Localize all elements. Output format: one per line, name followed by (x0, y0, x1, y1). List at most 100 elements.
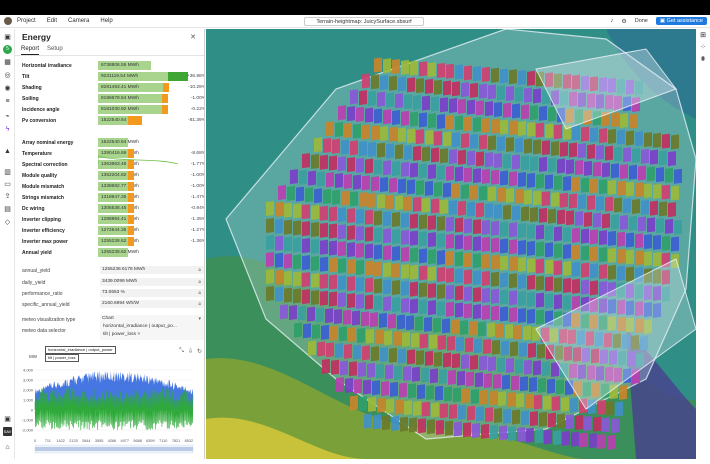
pv-table (416, 180, 424, 196)
pv-table (595, 331, 603, 347)
done-button[interactable]: Done (634, 18, 648, 24)
chart-canvas[interactable]: MW 4,000 3,000 2,000 1,000 0 -1,000 -2,000 0 711 1… (15, 345, 205, 459)
pv-table (509, 290, 517, 306)
pv-table (590, 314, 598, 330)
grid-icon[interactable]: ▦ (4, 59, 11, 66)
export-icon[interactable]: ⇪ (4, 193, 11, 200)
pv-table (484, 373, 492, 389)
bell-icon[interactable]: ♪ (610, 18, 614, 24)
pv-table (311, 238, 319, 254)
layers-icon[interactable]: ≡ (5, 98, 10, 105)
pv-table (374, 278, 382, 294)
reset-icon[interactable]: ↻ (196, 349, 202, 355)
get-assistance-button[interactable]: ▣ Get assistance (655, 17, 707, 25)
tool-rail: ▣ 5 ▦ ◎ ◉ ≡ ⌁ ϟ ▲ ▥ ▭ ⇪ ▤ ◇ ▣ SAV ⌂ (0, 29, 15, 459)
menu-camera[interactable]: Camera (68, 18, 90, 24)
3d-viewport[interactable] (206, 29, 696, 459)
energy-row-label: Horizontal irradiance (22, 63, 72, 69)
pv-table (572, 295, 580, 311)
pv-table (545, 242, 553, 258)
document-icon[interactable]: ▤ (4, 206, 11, 213)
pv-table (431, 198, 439, 214)
energy-bar (98, 204, 128, 213)
pv-table (452, 81, 460, 97)
pv-table (653, 132, 661, 148)
document-title[interactable]: Terrain-heightmap: JuicySurface.sbsurf (304, 17, 424, 26)
meteo-chart: MW 4,000 3,000 2,000 1,000 0 -1,000 -2,000 0 711 1… (15, 345, 205, 459)
pv-table (644, 319, 652, 335)
pv-table (311, 204, 319, 220)
folder-icon[interactable]: ▭ (4, 181, 11, 188)
energy-row-label: Dc wiring (22, 206, 45, 212)
terrain-icon[interactable]: ▲ (4, 148, 11, 155)
energy-icon[interactable]: ϟ (5, 126, 10, 133)
data-selector[interactable]: horizontal_irradiance | output_po... til… (100, 322, 204, 340)
pv-table (458, 200, 466, 216)
tab-report[interactable]: Report (21, 46, 40, 55)
pv-table (389, 75, 397, 91)
pv-table (478, 321, 486, 337)
pv-table (653, 285, 661, 301)
pv-table (435, 385, 443, 401)
notification-badge[interactable]: 5 (3, 45, 12, 54)
save-icon[interactable]: ▣ (4, 416, 11, 423)
bar-chart-icon[interactable]: ▥ (4, 169, 11, 176)
pv-table (536, 241, 544, 257)
pv-table (461, 354, 469, 370)
pv-table (446, 233, 454, 249)
pv-table (299, 169, 307, 185)
cube-icon[interactable]: ▣ (4, 34, 11, 41)
menu-edit[interactable]: Edit (46, 18, 58, 24)
viz-type-select[interactable]: Chart ▾ (100, 315, 204, 323)
chart-icon[interactable]: ⌁ (5, 113, 10, 120)
remove-icon[interactable]: × (137, 332, 141, 337)
energy-row-value: 1255238.62 MWh (101, 250, 139, 255)
pv-table (578, 143, 586, 159)
pv-table (559, 328, 567, 344)
target-icon[interactable]: ◉ (4, 85, 11, 92)
menu-project[interactable]: Project (17, 18, 36, 24)
data-selector-option[interactable]: tilt | power_loss × (103, 331, 201, 339)
pv-table (385, 364, 393, 380)
app-logo[interactable] (4, 17, 12, 25)
layout-icon[interactable]: ⊞ (700, 32, 706, 39)
tab-setup[interactable]: Setup (47, 46, 63, 52)
energy-row-percent: -1.00% (190, 184, 205, 189)
pv-table (449, 404, 457, 420)
pv-table (323, 188, 331, 204)
pv-table (458, 404, 466, 420)
pv-table (569, 193, 577, 209)
pv-table (629, 164, 637, 180)
tag-icon[interactable]: ◇ (4, 219, 11, 226)
scatter-icon[interactable]: ⁘ (700, 44, 706, 51)
data-selector-option[interactable]: horizontal_irradiance | output_po... (103, 324, 177, 329)
pv-table (533, 360, 541, 376)
terrain-view-icon[interactable]: ⩩ (701, 56, 705, 63)
pv-table (320, 239, 328, 255)
gear-icon[interactable]: ⚙ (621, 18, 627, 25)
pv-table (554, 311, 562, 327)
pv-table (371, 74, 379, 90)
pv-table (602, 162, 610, 178)
pv-table (428, 283, 436, 299)
pv-table (581, 245, 589, 261)
pv-table (565, 380, 573, 396)
menu-help[interactable]: Help (100, 18, 113, 24)
pv-table (403, 365, 411, 381)
download-icon[interactable]: ⇩ (187, 349, 193, 355)
pv-table (347, 259, 355, 275)
pv-table (638, 165, 646, 181)
pv-layout-view[interactable] (206, 29, 696, 459)
zoom-icon[interactable]: ⤡ (179, 348, 184, 354)
home-icon[interactable]: ⌂ (5, 444, 10, 451)
pv-table (383, 109, 391, 125)
close-icon[interactable]: ✕ (190, 34, 196, 41)
globe-icon[interactable]: ◎ (4, 72, 11, 79)
pv-table (527, 291, 535, 307)
pv-table (284, 253, 292, 269)
pv-table (427, 419, 435, 435)
pv-table (627, 351, 635, 367)
pv-table (647, 217, 655, 233)
pv-table (542, 140, 550, 156)
pv-table (457, 370, 465, 386)
